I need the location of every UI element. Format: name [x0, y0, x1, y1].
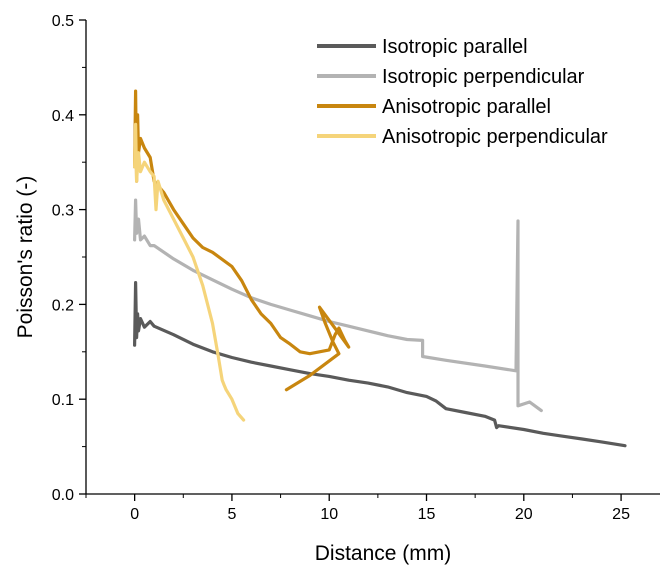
y-tick-label: 0.3	[52, 203, 74, 220]
y-axis-title: Poisson's ratio (-)	[14, 176, 37, 339]
series-layer	[133, 89, 627, 448]
series-line-4	[133, 122, 246, 422]
series-line-3	[133, 89, 351, 392]
legend-label-1: Isotropic parallel	[382, 36, 528, 58]
y-tick-label: 0.4	[52, 108, 74, 125]
x-tick-label: 5	[227, 506, 236, 523]
y-tick-label: 0.1	[52, 392, 74, 409]
legend: Isotropic parallel Isotropic perpendicula…	[317, 36, 608, 148]
x-tick-label: 20	[515, 506, 533, 523]
series-line-1	[133, 281, 627, 448]
series-line-2	[133, 198, 543, 413]
y-tick-label: 0.5	[52, 13, 74, 30]
legend-label-4: Anisotropic perpendicular	[382, 126, 608, 148]
y-tick-label: 0.2	[52, 297, 74, 314]
x-tick-label: 10	[320, 506, 338, 523]
x-tick-label: 15	[418, 506, 436, 523]
legend-label-3: Anisotropic parallel	[382, 96, 551, 118]
x-axis-title: Distance (mm)	[315, 542, 452, 565]
y-tick-label: 0.0	[52, 487, 74, 504]
x-tick-label: 0	[130, 506, 139, 523]
x-tick-label: 25	[612, 506, 630, 523]
axes-layer: 0 5 10 15 20 25 0.0 0.1 0.2 0.3 0.4 0.5 Distance (mm…	[14, 13, 660, 565]
legend-label-2: Isotropic perpendicular	[382, 66, 585, 88]
